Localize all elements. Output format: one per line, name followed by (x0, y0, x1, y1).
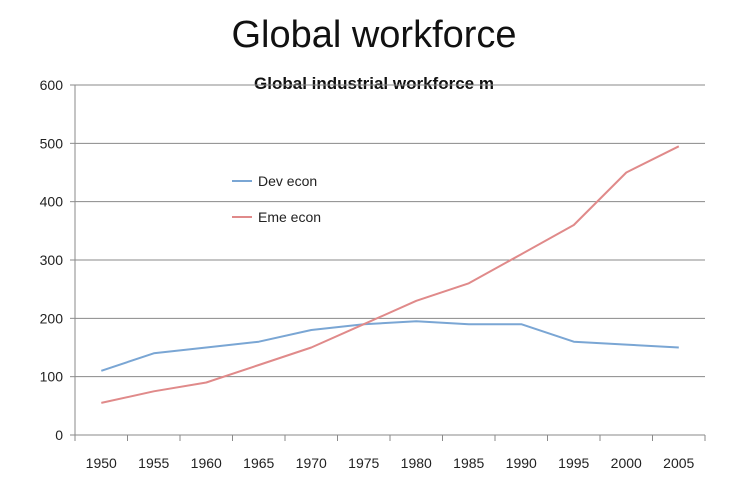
x-tick-label: 1995 (558, 455, 589, 471)
series-lines (100, 145, 680, 404)
x-tick-label: 2000 (611, 455, 642, 471)
y-tick-label: 600 (40, 77, 64, 93)
y-tick-label: 300 (40, 252, 64, 268)
legend: Dev econ Eme econ (232, 173, 321, 225)
x-tick-label: 1955 (138, 455, 169, 471)
x-tick-label: 1980 (401, 455, 432, 471)
chart-subtitle: Global industrial workforce m (254, 74, 494, 93)
x-tick-labels: 1950 1955 1960 1965 1970 1975 1980 1985 1990 1995… (86, 455, 695, 471)
x-tick-label: 1990 (506, 455, 537, 471)
axes (70, 84, 706, 441)
x-tick-label: 1975 (348, 455, 379, 471)
y-tick-label: 100 (40, 369, 64, 385)
legend-label: Dev econ (258, 173, 317, 189)
y-tick-labels: 0 100 200 300 400 500 600 (40, 77, 64, 443)
y-tick-label: 400 (40, 194, 64, 210)
x-tick-label: 1985 (453, 455, 484, 471)
x-tick-label: 1960 (191, 455, 222, 471)
y-tick-label: 0 (55, 427, 63, 443)
x-tick-label: 1950 (86, 455, 117, 471)
x-tick-label: 1970 (296, 455, 327, 471)
x-tick-label: 1965 (243, 455, 274, 471)
legend-label: Eme econ (258, 209, 321, 225)
series-line-eme-econ (101, 145, 680, 404)
y-tick-label: 500 (40, 135, 64, 151)
series-line-dev-econ (100, 320, 679, 372)
gridlines (75, 84, 705, 378)
x-tick-label: 2005 (663, 455, 694, 471)
chart-title: Global workforce (231, 14, 517, 56)
y-tick-label: 200 (40, 310, 64, 326)
